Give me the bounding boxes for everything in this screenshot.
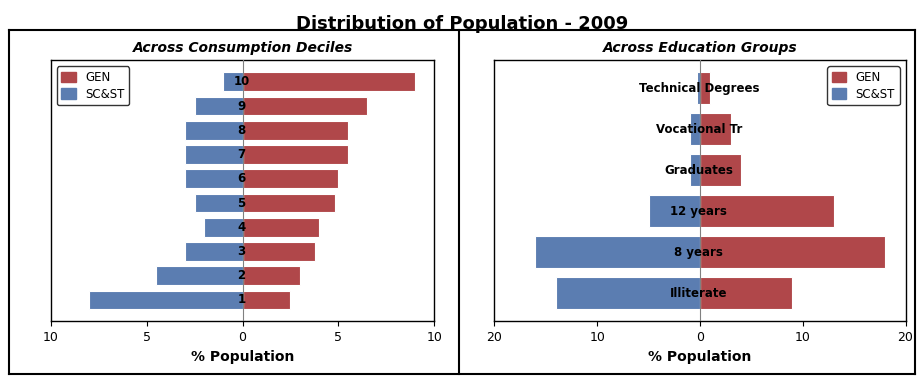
Bar: [185, 169, 242, 188]
Bar: [204, 218, 242, 237]
X-axis label: % Population: % Population: [649, 350, 751, 364]
Bar: [185, 145, 242, 164]
Legend: GEN, SC&ST: GEN, SC&ST: [827, 67, 900, 105]
Bar: [195, 194, 242, 212]
Bar: [185, 242, 242, 261]
Text: 3: 3: [237, 245, 246, 258]
Bar: [700, 113, 731, 146]
Text: 6: 6: [237, 172, 246, 185]
Bar: [700, 154, 741, 186]
Text: Graduates: Graduates: [664, 164, 734, 177]
Bar: [649, 195, 700, 228]
Text: Distribution of Population - 2009: Distribution of Population - 2009: [296, 15, 628, 33]
Bar: [89, 291, 242, 310]
Bar: [242, 266, 300, 285]
Bar: [700, 195, 833, 228]
Legend: GEN, SC&ST: GEN, SC&ST: [56, 67, 129, 105]
Bar: [697, 72, 700, 104]
Bar: [242, 72, 415, 91]
Text: 7: 7: [237, 148, 246, 161]
Bar: [689, 113, 700, 146]
Text: 4: 4: [237, 221, 246, 234]
Text: Vocational Tr: Vocational Tr: [656, 123, 742, 136]
Title: Across Consumption Deciles: Across Consumption Deciles: [132, 41, 353, 55]
Bar: [536, 236, 700, 268]
Text: 12 years: 12 years: [671, 205, 727, 218]
Title: Across Education Groups: Across Education Groups: [602, 41, 797, 55]
Bar: [556, 277, 700, 310]
Bar: [242, 169, 338, 188]
Bar: [700, 72, 711, 104]
Bar: [242, 97, 367, 116]
Bar: [242, 218, 320, 237]
Bar: [242, 242, 315, 261]
Bar: [242, 291, 290, 310]
Text: 1: 1: [237, 293, 246, 307]
Bar: [156, 266, 242, 285]
Bar: [242, 194, 334, 212]
Text: 2: 2: [237, 269, 246, 282]
Text: 5: 5: [237, 197, 246, 209]
Bar: [224, 72, 242, 91]
X-axis label: % Population: % Population: [191, 350, 294, 364]
Text: Technical Degrees: Technical Degrees: [638, 82, 760, 95]
Text: 9: 9: [237, 99, 246, 113]
Text: Illiterate: Illiterate: [670, 287, 728, 300]
Text: 8 years: 8 years: [675, 246, 723, 259]
Bar: [689, 154, 700, 186]
Text: 10: 10: [234, 75, 249, 88]
Bar: [185, 121, 242, 140]
Bar: [195, 97, 242, 116]
Bar: [700, 236, 885, 268]
Text: 8: 8: [237, 124, 246, 137]
Bar: [242, 145, 348, 164]
Bar: [700, 277, 793, 310]
Bar: [242, 121, 348, 140]
